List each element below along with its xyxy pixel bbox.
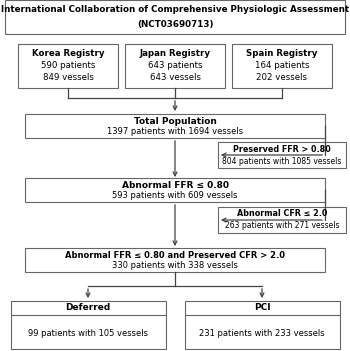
Text: 590 patients: 590 patients [41,61,95,71]
Text: 99 patients with 105 vessels: 99 patients with 105 vessels [28,329,148,338]
Text: Abnormal FFR ≤ 0.80: Abnormal FFR ≤ 0.80 [121,180,229,190]
Text: Abnormal CFR ≤ 2.0: Abnormal CFR ≤ 2.0 [237,210,327,219]
FancyBboxPatch shape [25,178,325,202]
Text: International Collaboration of Comprehensive Physiologic Assessment: International Collaboration of Comprehen… [1,5,349,13]
Text: Preserved FFR > 0.80: Preserved FFR > 0.80 [233,145,331,153]
Text: Japan Registry: Japan Registry [140,49,210,59]
FancyBboxPatch shape [218,207,346,233]
FancyBboxPatch shape [10,301,166,349]
FancyBboxPatch shape [25,114,325,138]
Text: 804 patients with 1085 vessels: 804 patients with 1085 vessels [222,157,342,166]
FancyBboxPatch shape [5,0,345,34]
Text: Abnormal FFR ≤ 0.80 and Preserved CFR > 2.0: Abnormal FFR ≤ 0.80 and Preserved CFR > … [65,251,285,259]
Text: 231 patients with 233 vessels: 231 patients with 233 vessels [199,329,325,338]
Text: (NCT03690713): (NCT03690713) [137,20,213,29]
FancyBboxPatch shape [218,142,346,168]
Text: Korea Registry: Korea Registry [32,49,104,59]
FancyBboxPatch shape [184,301,340,349]
Text: 330 patients with 338 vessels: 330 patients with 338 vessels [112,261,238,271]
Text: 849 vessels: 849 vessels [43,73,93,82]
Text: Total Population: Total Population [134,117,216,126]
FancyBboxPatch shape [125,44,225,88]
Text: Spain Registry: Spain Registry [246,49,318,59]
FancyBboxPatch shape [25,248,325,272]
FancyBboxPatch shape [232,44,332,88]
Text: PCI: PCI [254,303,270,311]
Text: 643 vessels: 643 vessels [149,73,201,82]
Text: 593 patients with 609 vessels: 593 patients with 609 vessels [112,192,238,200]
Text: Deferred: Deferred [65,303,111,311]
FancyBboxPatch shape [18,44,118,88]
Text: 263 patients with 271 vessels: 263 patients with 271 vessels [225,221,339,231]
Text: 1397 patients with 1694 vessels: 1397 patients with 1694 vessels [107,127,243,137]
Text: 164 patients: 164 patients [255,61,309,71]
Text: 202 vessels: 202 vessels [257,73,308,82]
Text: 643 patients: 643 patients [148,61,202,71]
